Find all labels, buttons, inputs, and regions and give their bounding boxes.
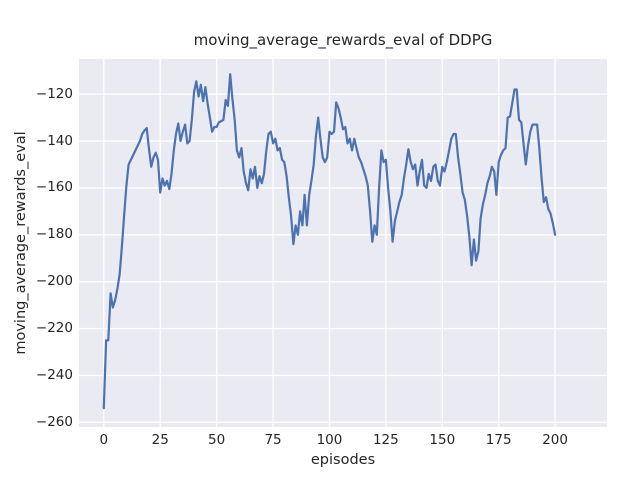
reward-line-series (102, 73, 557, 410)
x-tick-label: 125 (372, 432, 399, 448)
y-tick-label: −180 (35, 226, 73, 243)
y-tick-label: −140 (35, 132, 73, 149)
chart-title: moving_average_rewards_eval of DDPG (193, 31, 493, 49)
x-tick-label: 200 (542, 432, 568, 448)
plot-area (79, 59, 607, 427)
x-tick-label: 0 (99, 432, 109, 448)
line-plot (79, 59, 607, 427)
y-tick-label: −160 (35, 179, 73, 196)
x-tick-label: 25 (151, 432, 169, 448)
x-tick-label: 100 (316, 432, 343, 448)
x-tick-label: 75 (264, 432, 282, 448)
x-tick-label: 175 (485, 432, 512, 448)
x-tick-label: 150 (429, 432, 456, 448)
y-tick-label: −220 (35, 320, 73, 337)
y-tick-label: −200 (35, 273, 73, 290)
x-tick-label: 50 (208, 432, 226, 448)
x-axis-label: episodes (310, 452, 376, 468)
y-tick-label: −260 (35, 413, 73, 430)
y-tick-label: −240 (35, 366, 73, 383)
y-tick-label: −120 (35, 85, 73, 102)
